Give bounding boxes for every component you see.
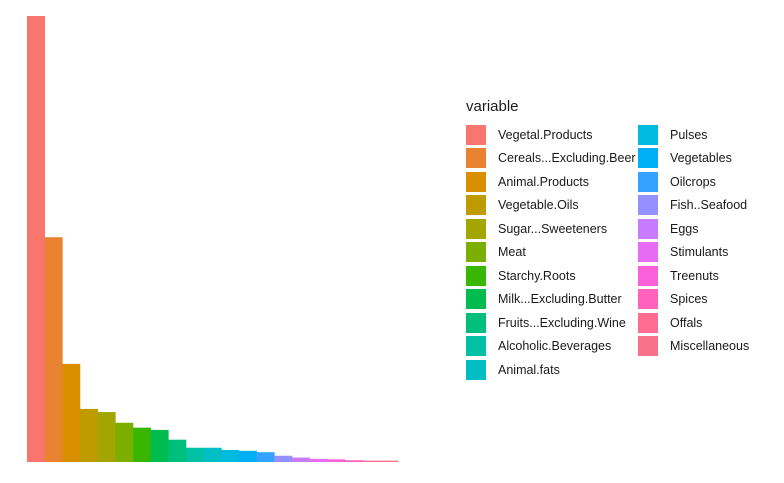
bar-vegetables xyxy=(239,450,257,462)
bar-fish-seafood xyxy=(274,455,293,462)
legend-item: Milk...Excluding.Butter xyxy=(466,288,638,312)
bar-chart xyxy=(27,16,399,462)
legend-label: Vegetal.Products xyxy=(498,127,593,142)
legend-swatch xyxy=(466,218,486,239)
legend-label: Alcoholic.Beverages xyxy=(498,339,612,354)
legend-swatch xyxy=(466,242,486,263)
legend-item: Sugar...Sweeteners xyxy=(466,217,638,241)
legend-item: Fish..Seafood xyxy=(638,194,784,218)
legend-swatch xyxy=(638,336,658,357)
legend-label: Starchy.Roots xyxy=(498,268,576,283)
bar-eggs xyxy=(292,457,310,462)
legend-label: Eggs xyxy=(670,221,699,236)
legend-item: Oilcrops xyxy=(638,170,784,194)
legend-swatch xyxy=(638,171,658,192)
legend: variable Vegetal.Products Cereals...Exclu… xyxy=(466,98,784,382)
legend-swatch xyxy=(466,359,486,380)
bar-starchy-roots xyxy=(133,427,151,462)
legend-label: Vegetables xyxy=(670,151,732,166)
legend-item: Vegetal.Products xyxy=(466,123,638,147)
legend-item: Cereals...Excluding.Beer xyxy=(466,147,638,171)
bar-milk-excluding-butter xyxy=(150,429,169,462)
legend-column-1: Vegetal.Products Cereals...Excluding.Beer… xyxy=(466,123,638,382)
bar-meat xyxy=(115,422,134,462)
legend-label: Miscellaneous xyxy=(670,339,750,354)
legend-item: Spices xyxy=(638,288,784,312)
legend-item: Offals xyxy=(638,311,784,335)
bar-sugar-sweeteners xyxy=(97,412,116,462)
legend-item: Pulses xyxy=(638,123,784,147)
legend-column-2: Pulses Vegetables Oilcrops Fish..Seafood Egg… xyxy=(638,123,784,382)
legend-label: Cereals...Excluding.Beer xyxy=(498,151,636,166)
legend-label: Milk...Excluding.Butter xyxy=(498,292,622,307)
legend-label: Fish..Seafood xyxy=(670,198,748,213)
legend-item: Animal.Products xyxy=(466,170,638,194)
bar-spices xyxy=(345,460,363,462)
bar-alcoholic-beverages xyxy=(186,447,204,462)
legend-item: Animal.fats xyxy=(466,358,638,382)
legend-item: Alcoholic.Beverages xyxy=(466,335,638,359)
legend-swatch xyxy=(466,148,486,169)
bar-oilcrops xyxy=(256,452,275,462)
legend-swatch xyxy=(638,312,658,333)
legend-swatch xyxy=(638,289,658,310)
legend-label: Meat xyxy=(498,245,526,260)
legend-label: Pulses xyxy=(670,127,708,142)
legend-swatch xyxy=(466,336,486,357)
bar-pulses xyxy=(221,449,240,462)
legend-swatch xyxy=(638,148,658,169)
bar-vegetal-products xyxy=(27,16,45,462)
legend-label: Offals xyxy=(670,315,703,330)
legend-item: Vegetables xyxy=(638,147,784,171)
legend-item: Meat xyxy=(466,241,638,265)
legend-item: Treenuts xyxy=(638,264,784,288)
legend-swatch xyxy=(638,218,658,239)
legend-label: Spices xyxy=(670,292,708,307)
legend-swatch xyxy=(638,242,658,263)
bar-fruits-excluding-wine xyxy=(168,439,187,462)
legend-item: Miscellaneous xyxy=(638,335,784,359)
legend-swatch xyxy=(466,289,486,310)
legend-label: Vegetable.Oils xyxy=(498,198,579,213)
legend-swatch xyxy=(466,124,486,145)
legend-item: Starchy.Roots xyxy=(466,264,638,288)
legend-swatch xyxy=(466,195,486,216)
legend-label: Sugar...Sweeteners xyxy=(498,221,608,236)
legend-swatch xyxy=(466,265,486,286)
bar-animal-products xyxy=(62,363,81,462)
legend-item: Stimulants xyxy=(638,241,784,265)
legend-label: Fruits...Excluding.Wine xyxy=(498,315,626,330)
legend-swatch xyxy=(638,195,658,216)
legend-item: Eggs xyxy=(638,217,784,241)
legend-item: Fruits...Excluding.Wine xyxy=(466,311,638,335)
bar-treenuts xyxy=(327,459,346,462)
legend-swatch xyxy=(638,124,658,145)
legend-item: Vegetable.Oils xyxy=(466,194,638,218)
legend-label: Animal.Products xyxy=(498,174,590,189)
legend-label: Animal.fats xyxy=(498,362,560,377)
bar-offals xyxy=(362,460,381,462)
bar-animal-fats xyxy=(203,447,222,462)
bar-vegetable-oils xyxy=(80,408,98,462)
legend-swatch xyxy=(638,265,658,286)
legend-label: Treenuts xyxy=(670,268,719,283)
bar-stimulants xyxy=(309,458,328,462)
bar-cereals-excluding-beer xyxy=(44,237,63,462)
bar-miscellaneous xyxy=(380,460,399,462)
legend-label: Stimulants xyxy=(670,245,729,260)
legend-swatch xyxy=(466,171,486,192)
legend-swatch xyxy=(466,312,486,333)
legend-title: variable xyxy=(466,98,519,115)
legend-label: Oilcrops xyxy=(670,174,716,189)
